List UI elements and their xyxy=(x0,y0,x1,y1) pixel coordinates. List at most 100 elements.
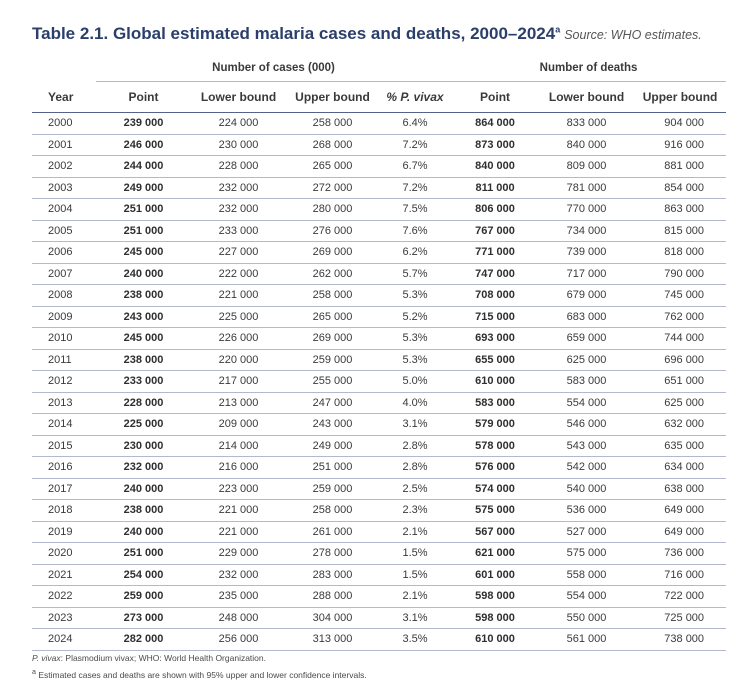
footnote-note-text: Estimated cases and deaths are shown wit… xyxy=(38,669,367,680)
cell-cases-lower: 214 000 xyxy=(191,435,286,457)
cell-deaths-point: 583 000 xyxy=(451,392,540,414)
cell-cases-upper: 259 000 xyxy=(286,478,379,500)
footnote-note: a Estimated cases and deaths are shown w… xyxy=(32,665,367,682)
cell-deaths-upper: 696 000 xyxy=(634,349,727,371)
table-row: 2016 232 000 216 000 251 000 2.8% 576 000 542 … xyxy=(32,456,727,479)
cell-cases-lower: 220 000 xyxy=(191,349,286,371)
cell-year: 2005 xyxy=(32,220,96,242)
cell-pct-vivax: 2.8% xyxy=(379,456,452,479)
cell-deaths-upper: 818 000 xyxy=(634,241,727,264)
cell-cases-upper: 249 000 xyxy=(286,435,379,457)
cell-pct-vivax: 7.2% xyxy=(379,177,452,199)
cell-cases-upper: 262 000 xyxy=(286,263,379,285)
cell-cases-point: 246 000 xyxy=(96,134,191,156)
cell-cases-point: 233 000 xyxy=(96,370,191,393)
cell-cases-lower: 226 000 xyxy=(191,327,286,350)
cell-deaths-point: 567 000 xyxy=(451,521,540,543)
cell-year: 2007 xyxy=(32,263,96,285)
cell-deaths-lower: 554 000 xyxy=(539,585,635,608)
cell-year: 2013 xyxy=(32,392,96,414)
cell-deaths-point: 601 000 xyxy=(451,564,540,586)
cell-deaths-lower: 717 000 xyxy=(539,263,635,285)
cell-year: 2000 xyxy=(32,112,96,135)
table-row: 2001 246 000 230 000 268 000 7.2% 873 000 840 … xyxy=(32,134,727,156)
cell-deaths-lower: 561 000 xyxy=(539,628,635,651)
table-row: 2014 225 000 209 000 243 000 3.1% 579 000 546 … xyxy=(32,413,727,436)
cell-cases-point: 240 000 xyxy=(96,521,191,543)
cell-cases-point: 251 000 xyxy=(96,220,191,242)
cell-year: 2016 xyxy=(32,456,96,479)
table-row: 2012 233 000 217 000 255 000 5.0% 610 000 583 … xyxy=(32,370,727,393)
table-row: 2003 249 000 232 000 272 000 7.2% 811 000 781 … xyxy=(32,177,727,199)
cell-cases-upper: 304 000 xyxy=(286,607,379,629)
cell-cases-point: 254 000 xyxy=(96,564,191,586)
cell-deaths-point: 708 000 xyxy=(451,284,540,307)
cell-deaths-lower: 543 000 xyxy=(539,435,635,457)
cell-deaths-upper: 625 000 xyxy=(634,392,727,414)
cell-deaths-point: 693 000 xyxy=(451,327,540,350)
cell-cases-point: 251 000 xyxy=(96,542,191,565)
cell-deaths-lower: 809 000 xyxy=(539,155,635,178)
table-row: 2011 238 000 220 000 259 000 5.3% 655 000 625 … xyxy=(32,349,727,371)
cell-year: 2015 xyxy=(32,435,96,457)
cell-cases-lower: 248 000 xyxy=(191,607,286,629)
cell-cases-point: 245 000 xyxy=(96,241,191,264)
cell-deaths-lower: 770 000 xyxy=(539,198,635,221)
cell-cases-lower: 216 000 xyxy=(191,456,286,479)
cell-cases-lower: 228 000 xyxy=(191,155,286,178)
footnote-abbreviations: P. vivax: Plasmodium vivax; WHO: World H… xyxy=(32,651,367,665)
cell-cases-upper: 268 000 xyxy=(286,134,379,156)
cell-pct-vivax: 5.3% xyxy=(379,349,452,371)
cell-cases-point: 225 000 xyxy=(96,413,191,436)
cell-deaths-point: 610 000 xyxy=(451,628,540,651)
group-header-cases: Number of cases (000) xyxy=(96,54,452,82)
cell-cases-upper: 269 000 xyxy=(286,241,379,264)
cell-deaths-lower: 546 000 xyxy=(539,413,635,436)
cell-cases-upper: 251 000 xyxy=(286,456,379,479)
cell-deaths-upper: 744 000 xyxy=(634,327,727,350)
cell-year: 2018 xyxy=(32,499,96,522)
cell-deaths-lower: 554 000 xyxy=(539,392,635,414)
cell-pct-vivax: 7.2% xyxy=(379,134,452,156)
table-row: 2005 251 000 233 000 276 000 7.6% 767 000 734 … xyxy=(32,220,727,242)
cell-deaths-point: 598 000 xyxy=(451,607,540,629)
cell-deaths-point: 811 000 xyxy=(451,177,540,199)
cell-cases-upper: 278 000 xyxy=(286,542,379,565)
cell-deaths-upper: 716 000 xyxy=(634,564,727,586)
cell-year: 2001 xyxy=(32,134,96,156)
cell-deaths-point: 574 000 xyxy=(451,478,540,500)
cell-deaths-upper: 762 000 xyxy=(634,306,727,328)
cell-cases-upper: 259 000 xyxy=(286,349,379,371)
cell-deaths-lower: 550 000 xyxy=(539,607,635,629)
table-row: 2008 238 000 221 000 258 000 5.3% 708 000 679 … xyxy=(32,284,727,307)
cell-year: 2008 xyxy=(32,284,96,307)
cell-deaths-lower: 558 000 xyxy=(539,564,635,586)
cell-year: 2003 xyxy=(32,177,96,199)
column-header-deaths-lower: Lower bound xyxy=(539,81,635,113)
cell-deaths-point: 610 000 xyxy=(451,370,540,393)
cell-cases-point: 238 000 xyxy=(96,499,191,522)
cell-pct-vivax: 5.7% xyxy=(379,263,452,285)
cell-cases-upper: 258 000 xyxy=(286,112,379,135)
group-header-blank xyxy=(32,54,96,82)
cell-deaths-upper: 651 000 xyxy=(634,370,727,393)
cell-cases-lower: 232 000 xyxy=(191,564,286,586)
cell-year: 2023 xyxy=(32,607,96,629)
title-source: Source: WHO estimates. xyxy=(564,28,702,42)
cell-cases-point: 244 000 xyxy=(96,155,191,178)
cell-pct-vivax: 6.2% xyxy=(379,241,452,264)
cell-cases-lower: 223 000 xyxy=(191,478,286,500)
title-footnote-marker: a xyxy=(555,24,561,35)
table-row: 2019 240 000 221 000 261 000 2.1% 567 000 527 … xyxy=(32,521,727,543)
cell-cases-point: 239 000 xyxy=(96,112,191,135)
cell-deaths-upper: 904 000 xyxy=(634,112,727,135)
table-row: 2004 251 000 232 000 280 000 7.5% 806 000 770 … xyxy=(32,198,727,221)
cell-cases-point: 249 000 xyxy=(96,177,191,199)
cell-deaths-upper: 745 000 xyxy=(634,284,727,307)
column-header-cases-upper: Upper bound xyxy=(286,81,379,113)
cell-deaths-lower: 583 000 xyxy=(539,370,635,393)
cell-pct-vivax: 5.3% xyxy=(379,284,452,307)
cell-deaths-upper: 649 000 xyxy=(634,521,727,543)
cell-deaths-point: 840 000 xyxy=(451,155,540,178)
cell-deaths-lower: 833 000 xyxy=(539,112,635,135)
